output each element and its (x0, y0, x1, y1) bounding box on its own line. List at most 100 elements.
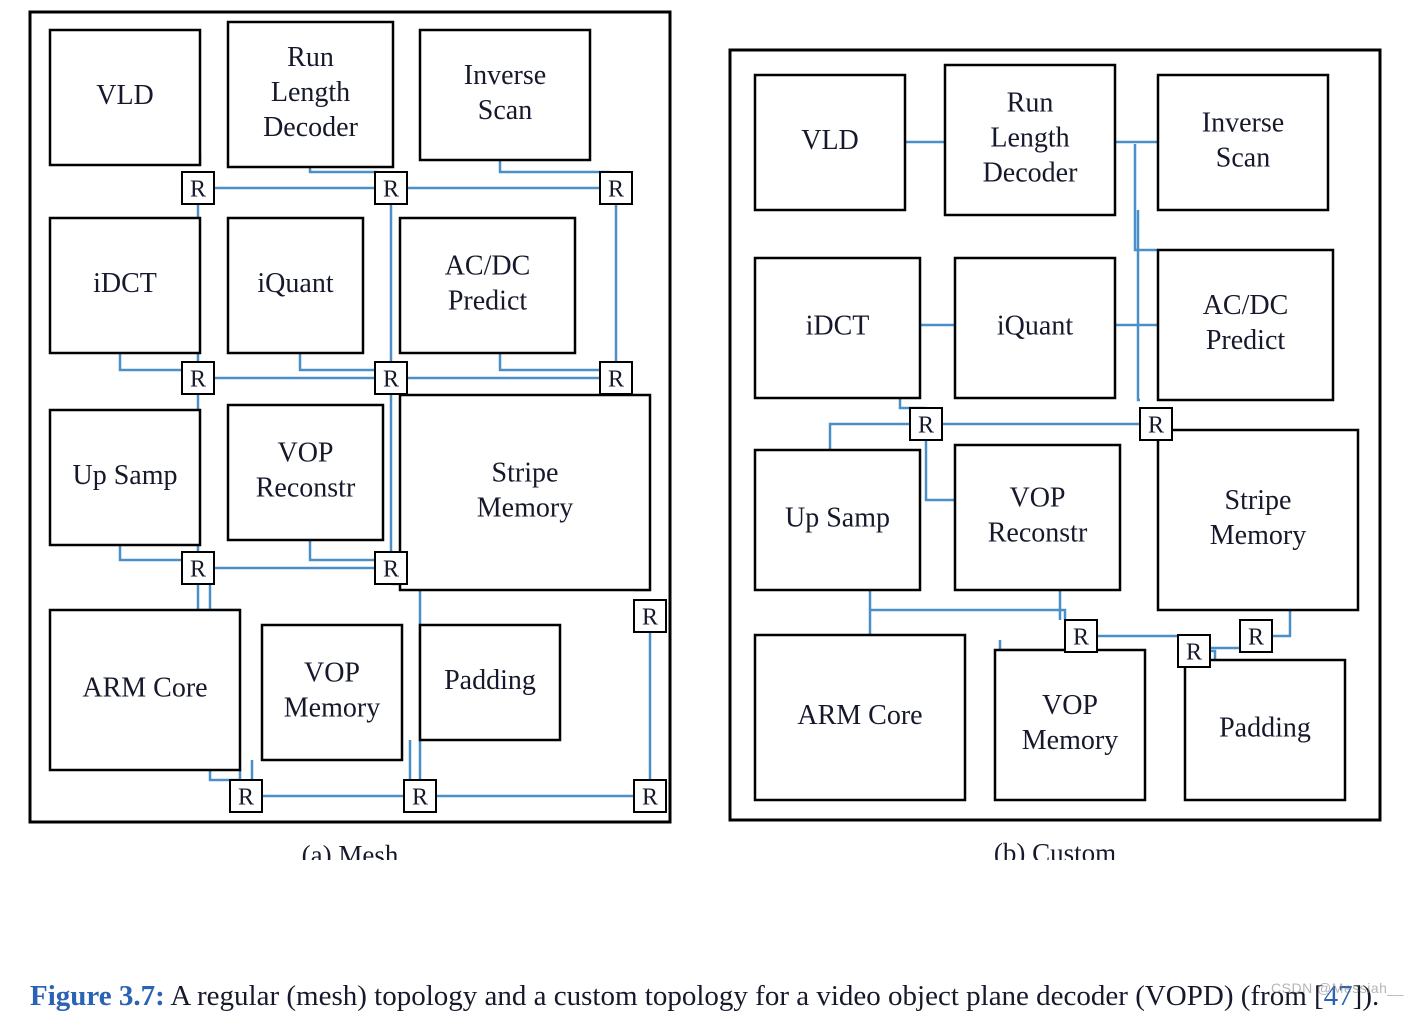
module-label: AC/DC (445, 250, 531, 281)
net-link (120, 545, 182, 560)
module-label: Padding (444, 665, 536, 696)
page-root: VLD Run Length Decoder Inverse Scan iDCT iQuant… (0, 0, 1428, 1036)
router-label: R (642, 784, 658, 810)
router-label: R (190, 366, 206, 392)
router-r21: R (375, 552, 407, 584)
module-label: Padding (1219, 712, 1311, 743)
router-cr4: R (1240, 620, 1272, 652)
module-label: iDCT (93, 268, 157, 299)
router-label: R (1073, 624, 1089, 650)
router-label: R (918, 412, 934, 438)
module-label: iQuant (997, 310, 1073, 341)
net-link (310, 540, 375, 560)
watermark-text: CSDN @Messiah__ (1271, 980, 1404, 996)
module-m-rld: RunLengthDecoder (228, 22, 393, 167)
router-label: R (383, 176, 399, 202)
module-label: Scan (478, 95, 532, 126)
router-r11: R (375, 362, 407, 394)
module-label: Decoder (263, 112, 359, 143)
net-link (900, 398, 926, 408)
module-label: VOP (1042, 690, 1098, 721)
module-c-stripe: Stripe Memory (1158, 430, 1358, 610)
module-m-inv: Inverse Scan (420, 30, 590, 160)
module-label: Memory (1210, 520, 1306, 551)
router-label: R (1248, 624, 1264, 650)
module-m-upsamp: Up Samp (50, 410, 200, 545)
router-r32: R (634, 780, 666, 812)
module-label: AC/DC (1203, 290, 1289, 321)
diagram-sublabel: (b) Custom (994, 838, 1116, 860)
net-link (870, 610, 1065, 620)
router-r00: R (182, 172, 214, 204)
module-label: Memory (477, 492, 573, 523)
module-label: Up Samp (785, 502, 890, 533)
module-c-iquant: iQuant (955, 258, 1115, 398)
router-cr2: R (1065, 620, 1097, 652)
router-r20: R (182, 552, 214, 584)
router-r01: R (375, 172, 407, 204)
module-label: Decoder (983, 157, 1079, 188)
router-label: R (608, 366, 624, 392)
module-label: Reconstr (256, 472, 356, 503)
module-m-vopm: VOPMemory (262, 625, 402, 760)
module-label: Memory (284, 692, 380, 723)
module-label: Predict (1206, 325, 1286, 356)
router-cr0: R (910, 408, 942, 440)
router-label: R (412, 784, 428, 810)
router-label: R (383, 556, 399, 582)
module-label: Run (287, 42, 334, 73)
module-label: Predict (448, 285, 528, 316)
module-c-vopr: VOP Reconstr (955, 445, 1120, 590)
module-m-iquant: iQuant (228, 218, 363, 353)
module-c-upsamp: Up Samp (755, 450, 920, 590)
module-m-acdc: AC/DC Predict (400, 218, 575, 353)
module-label: VLD (96, 80, 154, 111)
module-c-vopm: VOP Memory (995, 650, 1145, 800)
module-label: Inverse (464, 60, 546, 91)
module-label: ARM Core (797, 700, 922, 731)
module-c-rld: Run Length Decoder (945, 65, 1115, 215)
router-label: R (383, 366, 399, 392)
module-label: Stripe (1225, 485, 1292, 516)
module-m-arm: ARM Core (50, 610, 240, 770)
router-cr3: R (1178, 635, 1210, 667)
net-link (120, 353, 182, 370)
router-r31: R (404, 780, 436, 812)
router-r02: R (600, 172, 632, 204)
router-label: R (608, 176, 624, 202)
router-label: R (642, 604, 658, 630)
router-r30: R (230, 780, 262, 812)
module-label: Reconstr (988, 517, 1088, 548)
module-label: Length (990, 122, 1069, 153)
module-label: iQuant (257, 268, 333, 299)
module-m-vopr: VOPReconstr (228, 405, 383, 540)
net-link (198, 584, 240, 610)
figure-caption: Figure 3.7: A regular (mesh) topology an… (30, 977, 1398, 1016)
net-link (300, 353, 375, 370)
figure-label: Figure 3.7: (30, 980, 165, 1012)
module-label: Run (1007, 87, 1054, 118)
net-link (830, 424, 910, 450)
caption-text-before: A regular (mesh) topology and a custom t… (165, 980, 1324, 1012)
module-label: Scan (1216, 142, 1270, 173)
diagram-sublabel: (a) Mesh (302, 840, 399, 860)
net-link (1138, 210, 1140, 400)
router-label: R (238, 784, 254, 810)
router-label: R (190, 556, 206, 582)
module-label: VLD (801, 125, 859, 156)
router-label: R (1148, 412, 1164, 438)
module-label: ARM Core (82, 672, 207, 703)
module-m-idct: iDCT (50, 218, 200, 353)
net-link (500, 353, 600, 370)
module-label: iDCT (806, 310, 870, 341)
module-c-inv: Inverse Scan (1158, 75, 1328, 210)
module-label: Inverse (1202, 107, 1284, 138)
router-label: R (190, 176, 206, 202)
module-c-arm: ARM Core (755, 635, 965, 800)
router-label: R (1186, 639, 1202, 665)
router-cr1: R (1140, 408, 1172, 440)
module-label: VOP (1009, 482, 1065, 513)
module-label: Memory (1022, 725, 1118, 756)
router-r22: R (634, 600, 666, 632)
net-link (500, 160, 610, 172)
